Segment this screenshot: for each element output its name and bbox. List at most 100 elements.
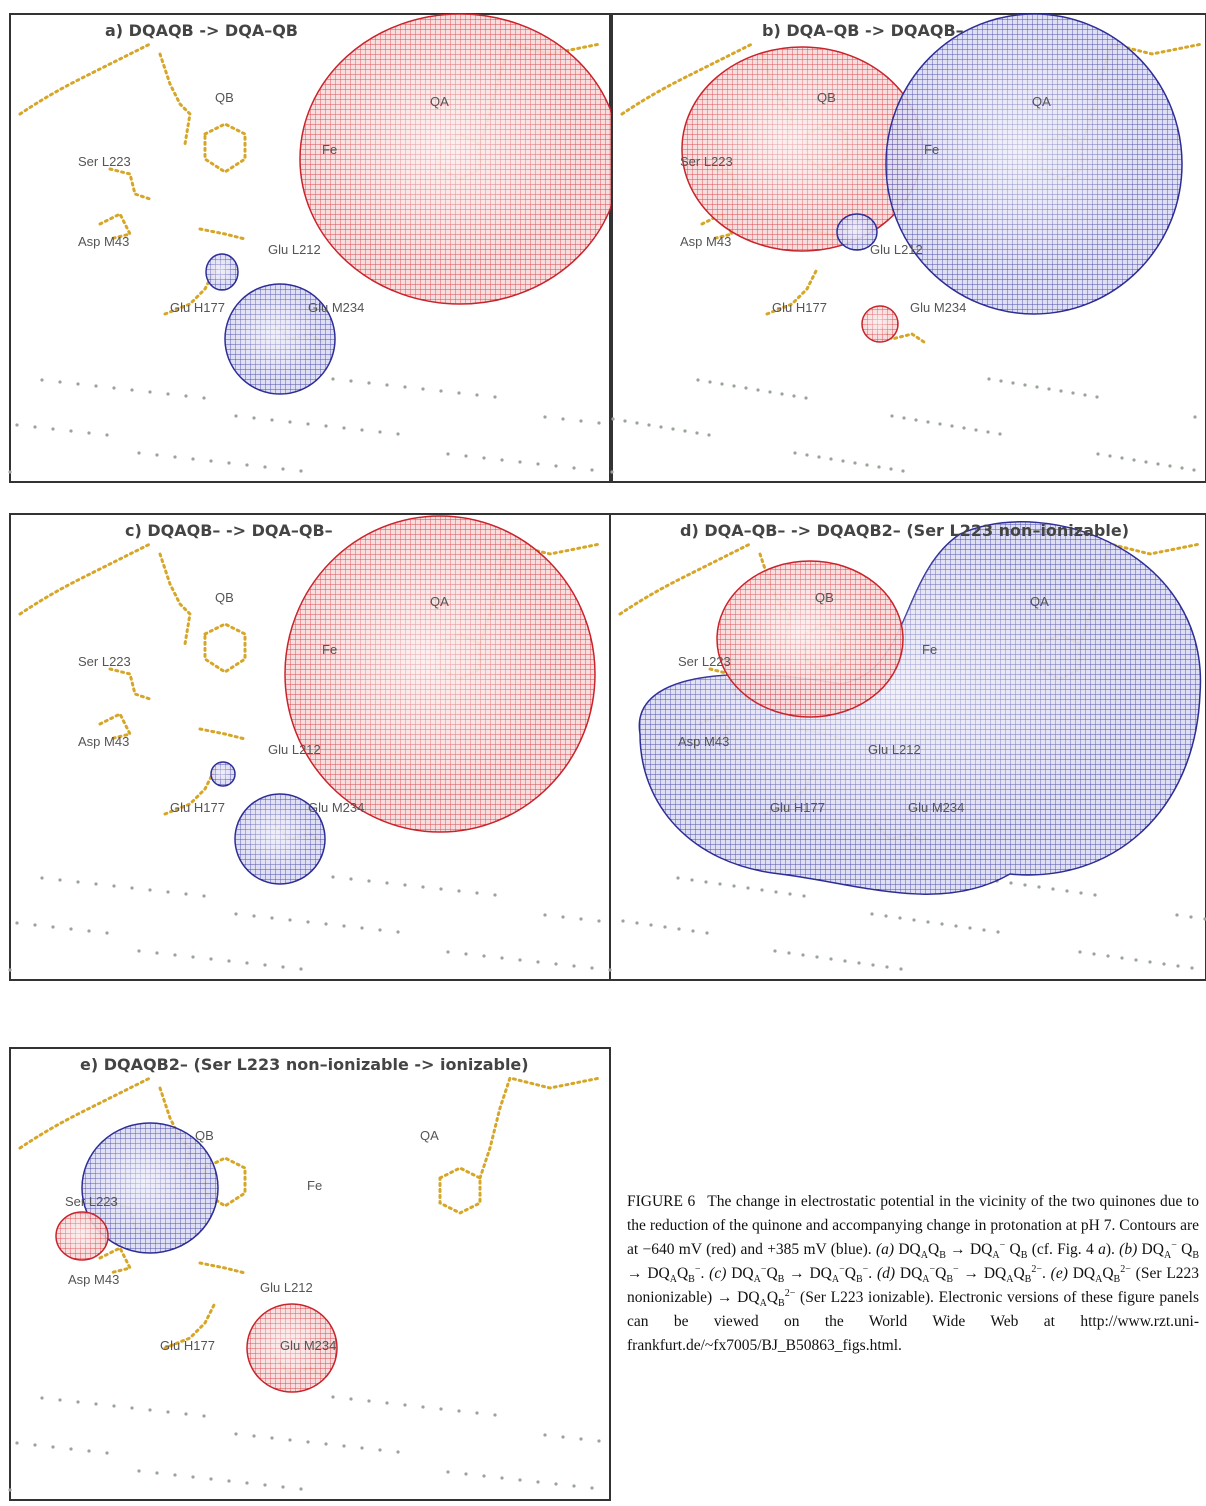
caption-text: DQ: [895, 1265, 922, 1282]
protein-speck: [475, 393, 478, 396]
protein-speck: [281, 1485, 284, 1488]
protein-speck: [234, 912, 237, 915]
protein-speck: [677, 927, 680, 930]
protein-speck: [898, 916, 901, 919]
protein-speck: [914, 418, 917, 421]
caption-text: (cf. Fig. 4: [1027, 1241, 1098, 1258]
protein-speck: [704, 880, 707, 883]
residue-label: Fe: [307, 1178, 322, 1193]
protein-speck: [1051, 887, 1054, 890]
protein-speck: [263, 963, 266, 966]
contour-shading: [285, 516, 595, 832]
protein-speck: [299, 469, 302, 472]
protein-speck: [926, 920, 929, 923]
protein-speck: [1071, 391, 1074, 394]
protein-speck: [1065, 889, 1068, 892]
protein-speck: [1059, 389, 1062, 392]
caption-superscript: 2−: [1120, 1264, 1131, 1275]
protein-speck: [1190, 966, 1193, 969]
protein-speck: [543, 1433, 546, 1436]
protein-speck: [191, 955, 194, 958]
residue-label: Glu L212: [260, 1280, 313, 1295]
residue-label: QB: [195, 1128, 214, 1143]
protein-speck: [105, 931, 108, 934]
protein-speck: [718, 882, 721, 885]
protein-speck: [805, 453, 808, 456]
protein-speck: [1144, 460, 1147, 463]
caption-subscript: A: [1164, 1250, 1171, 1261]
contour-shading: [300, 14, 620, 304]
residue-label: Glu M234: [908, 800, 964, 815]
protein-speck: [871, 963, 874, 966]
protein-speck: [561, 417, 564, 420]
caption-text: Q: [1177, 1241, 1193, 1258]
panel-title: d) DQA–QB– -> DQAQB2– (Ser L223 non–ioni…: [680, 521, 1129, 540]
protein-speck: [857, 961, 860, 964]
protein-speck: [288, 420, 291, 423]
protein-speck: [378, 430, 381, 433]
residue-label: QB: [817, 90, 836, 105]
protein-speck: [676, 876, 679, 879]
protein-speck: [1180, 466, 1183, 469]
protein-speck: [720, 382, 723, 385]
protein-speck: [1023, 883, 1026, 886]
protein-speck: [1079, 891, 1082, 894]
protein-speck: [561, 915, 564, 918]
protein-speck: [281, 467, 284, 470]
caption-text: Q: [767, 1289, 778, 1306]
protein-speck: [227, 1479, 230, 1482]
caption-italic: (d): [877, 1265, 895, 1282]
protein-speck: [649, 923, 652, 926]
protein-speck: [306, 422, 309, 425]
protein-speck: [457, 889, 460, 892]
protein-speck: [8, 470, 11, 473]
protein-speck: [543, 913, 546, 916]
contour-shading: [56, 1212, 108, 1260]
protein-speck: [780, 392, 783, 395]
residue-label: QA: [430, 94, 449, 109]
protein-speck: [245, 1481, 248, 1484]
caption-italic: (e): [1051, 1265, 1068, 1282]
protein-speck: [270, 1436, 273, 1439]
protein-speck: [324, 922, 327, 925]
protein-speck: [33, 425, 36, 428]
caption-subscript: B: [1114, 1274, 1121, 1285]
protein-speck: [40, 378, 43, 381]
protein-speck: [87, 1449, 90, 1452]
protein-speck: [270, 418, 273, 421]
protein-speck: [536, 1480, 539, 1483]
protein-speck: [732, 384, 735, 387]
protein-speck: [954, 924, 957, 927]
protein-speck: [367, 879, 370, 882]
protein-speck: [324, 1442, 327, 1445]
protein-speck: [105, 433, 108, 436]
residue-label: Glu H177: [770, 800, 825, 815]
protein-speck: [446, 1470, 449, 1473]
protein-speck: [493, 395, 496, 398]
contour-shading: [862, 306, 898, 342]
protein-speck: [962, 426, 965, 429]
protein-speck: [349, 1397, 352, 1400]
panel: QBQAFeSer L223Asp M43Glu L212Glu H177Glu…: [8, 1048, 610, 1500]
panel: QBQAFeSer L223Asp M43Glu L212Glu H177Glu…: [8, 514, 610, 980]
protein-speck: [647, 423, 650, 426]
caption-text: .: [700, 1265, 709, 1282]
protein-speck: [421, 387, 424, 390]
protein-speck: [760, 888, 763, 891]
protein-speck: [691, 929, 694, 932]
protein-speck: [475, 891, 478, 894]
protein-speck: [950, 424, 953, 427]
protein-speck: [788, 892, 791, 895]
protein-speck: [986, 430, 989, 433]
protein-speck: [299, 967, 302, 970]
protein-speck: [105, 1451, 108, 1454]
protein-speck: [493, 1413, 496, 1416]
protein-speck: [155, 1471, 158, 1474]
protein-speck: [982, 928, 985, 931]
protein-speck: [1093, 893, 1096, 896]
protein-speck: [518, 958, 521, 961]
protein-speck: [155, 951, 158, 954]
protein-speck: [590, 966, 593, 969]
protein-speck: [202, 396, 205, 399]
residue-label: Asp M43: [680, 234, 731, 249]
